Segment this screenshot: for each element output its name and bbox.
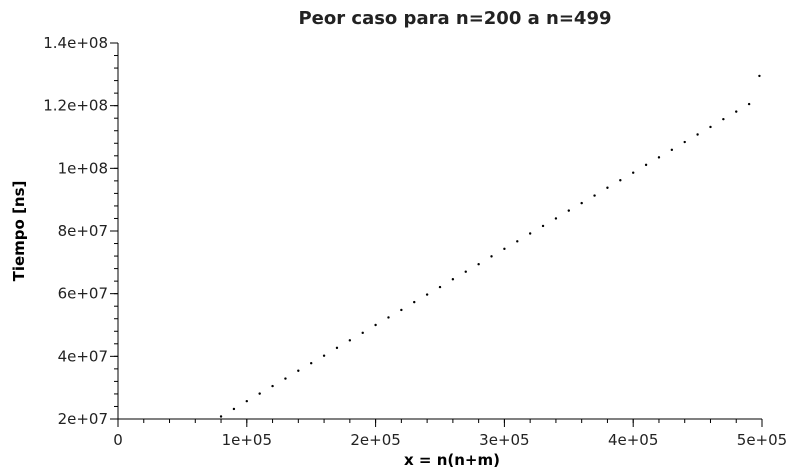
y-tick-label: 1.2e+08 bbox=[43, 97, 108, 115]
y-tick-label: 4e+07 bbox=[58, 347, 108, 365]
data-point bbox=[284, 377, 287, 380]
y-tick-label: 1e+08 bbox=[58, 159, 108, 177]
data-point bbox=[709, 125, 712, 129]
data-points bbox=[219, 74, 761, 418]
data-point bbox=[451, 278, 455, 281]
data-point bbox=[657, 156, 661, 159]
data-point bbox=[696, 133, 699, 136]
axes: 0 1e+05 2e+05 3e+05 4e+05 5e+05 2e+07 4e+07 6e+0… bbox=[43, 34, 787, 449]
x-tick-label: 3e+05 bbox=[479, 431, 529, 449]
data-point bbox=[619, 179, 622, 182]
data-point bbox=[232, 407, 236, 411]
x-tick-label: 4e+05 bbox=[608, 431, 658, 449]
data-point bbox=[758, 74, 761, 78]
data-point bbox=[632, 171, 635, 174]
x-tick-label: 1e+05 bbox=[222, 431, 272, 449]
data-point bbox=[541, 224, 545, 228]
data-point bbox=[258, 392, 261, 395]
data-point bbox=[722, 117, 725, 121]
x-axis-label: x = n(n+m) bbox=[404, 451, 500, 469]
x-tick-label: 5e+05 bbox=[737, 431, 787, 449]
data-point bbox=[425, 293, 429, 296]
data-point bbox=[644, 163, 648, 167]
y-tick-label: 8e+07 bbox=[58, 222, 108, 240]
y-axis-label: Tiempo [ns] bbox=[10, 181, 28, 282]
x-tick-label: 0 bbox=[113, 431, 123, 449]
data-point bbox=[219, 415, 223, 418]
y-tick-label: 2e+07 bbox=[58, 410, 108, 428]
data-point bbox=[528, 232, 532, 235]
data-point bbox=[361, 331, 364, 335]
data-point bbox=[593, 194, 596, 197]
data-point bbox=[606, 186, 609, 189]
data-point bbox=[477, 263, 480, 266]
data-point bbox=[348, 339, 352, 342]
data-point bbox=[245, 399, 248, 403]
data-point bbox=[490, 255, 493, 258]
data-point bbox=[322, 354, 326, 357]
data-point bbox=[580, 201, 583, 205]
data-point bbox=[400, 308, 403, 312]
data-point bbox=[413, 300, 416, 304]
data-point bbox=[438, 285, 442, 289]
data-point bbox=[271, 384, 274, 388]
y-tick-label: 6e+07 bbox=[58, 285, 108, 303]
data-point bbox=[464, 270, 467, 273]
data-point bbox=[554, 217, 558, 220]
data-point bbox=[503, 247, 506, 251]
data-point bbox=[387, 316, 390, 319]
data-point bbox=[335, 346, 339, 350]
data-point bbox=[735, 110, 738, 113]
data-point bbox=[683, 140, 686, 144]
data-point bbox=[374, 323, 377, 327]
data-point bbox=[670, 148, 674, 152]
y-tick-label: 1.4e+08 bbox=[43, 34, 108, 52]
x-tick-label: 2e+05 bbox=[350, 431, 400, 449]
data-point bbox=[567, 209, 570, 212]
data-point bbox=[516, 240, 519, 243]
data-point bbox=[747, 102, 751, 106]
data-point bbox=[297, 369, 300, 372]
data-point bbox=[310, 362, 313, 365]
chart-title: Peor caso para n=200 a n=499 bbox=[298, 8, 611, 29]
